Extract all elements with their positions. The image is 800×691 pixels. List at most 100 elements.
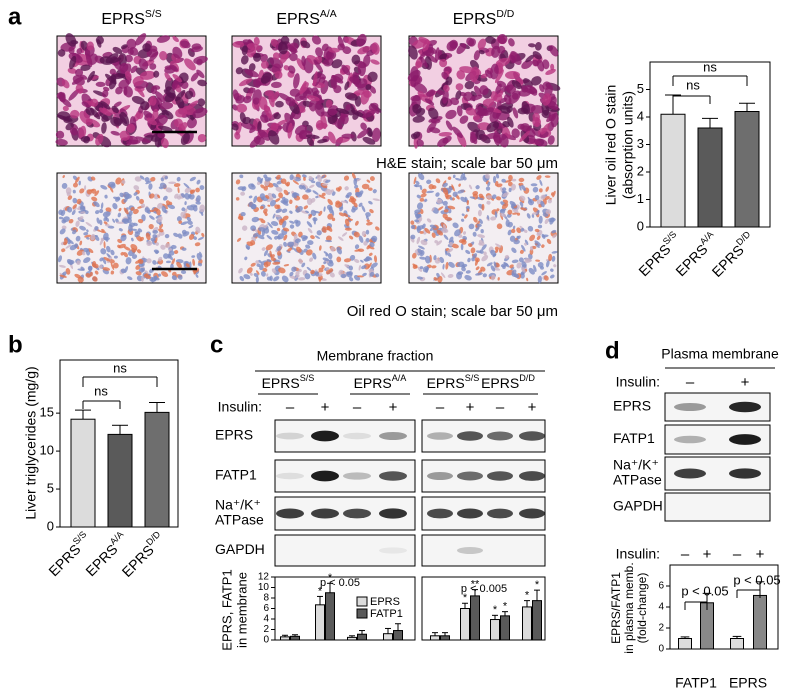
cell bbox=[320, 175, 326, 179]
cell bbox=[303, 176, 306, 181]
cell bbox=[321, 192, 326, 197]
cell bbox=[462, 231, 467, 235]
cell bbox=[122, 218, 128, 224]
micrograph bbox=[407, 34, 561, 149]
cell bbox=[241, 45, 248, 56]
y-tick-label: 6 bbox=[658, 581, 664, 592]
cell bbox=[271, 193, 277, 199]
cell bbox=[66, 258, 74, 265]
cell bbox=[490, 265, 496, 272]
cell bbox=[272, 261, 281, 265]
cell bbox=[153, 207, 159, 212]
cell bbox=[329, 272, 335, 278]
blot-title: Plasma membrane bbox=[661, 346, 779, 362]
cell bbox=[472, 253, 478, 259]
cell bbox=[190, 204, 198, 208]
cell bbox=[344, 186, 349, 191]
micrograph bbox=[55, 33, 208, 149]
cell bbox=[283, 264, 290, 267]
cell bbox=[165, 187, 173, 193]
cell bbox=[85, 222, 93, 227]
cell bbox=[61, 248, 66, 253]
cell bbox=[549, 274, 555, 279]
cell bbox=[310, 235, 315, 240]
band bbox=[427, 508, 453, 519]
cell bbox=[127, 276, 133, 281]
cell bbox=[413, 176, 417, 185]
cell bbox=[188, 193, 195, 200]
bar bbox=[460, 608, 470, 641]
cell bbox=[59, 274, 67, 278]
cell bbox=[438, 131, 453, 137]
cell bbox=[79, 225, 87, 231]
cell bbox=[274, 70, 283, 79]
cell bbox=[418, 245, 425, 250]
cell bbox=[419, 208, 424, 215]
cell bbox=[494, 211, 498, 218]
cell bbox=[424, 198, 428, 202]
cell bbox=[56, 92, 65, 100]
cell bbox=[325, 179, 331, 184]
cell bbox=[532, 112, 540, 122]
cell bbox=[328, 131, 336, 144]
cell bbox=[188, 225, 194, 229]
cell bbox=[126, 139, 141, 145]
cell bbox=[497, 34, 508, 44]
row-label: Na⁺/K⁺ bbox=[215, 497, 261, 513]
cell bbox=[253, 273, 259, 278]
band bbox=[311, 430, 339, 442]
band bbox=[276, 472, 304, 480]
row-label: EPRS bbox=[613, 398, 651, 414]
cell bbox=[186, 117, 197, 129]
cell bbox=[343, 212, 349, 218]
band bbox=[343, 472, 371, 480]
bar bbox=[753, 594, 767, 650]
cell bbox=[431, 265, 437, 269]
cell bbox=[475, 272, 483, 276]
cell bbox=[534, 194, 540, 201]
cell bbox=[195, 274, 199, 278]
cell bbox=[547, 199, 552, 204]
cell bbox=[511, 178, 517, 182]
cell bbox=[259, 193, 266, 199]
cell bbox=[86, 237, 90, 240]
cell bbox=[306, 137, 315, 147]
cell bbox=[135, 136, 151, 143]
cell bbox=[452, 126, 463, 139]
cell bbox=[236, 237, 242, 242]
cell bbox=[482, 273, 487, 278]
cell bbox=[510, 51, 522, 65]
legend-label: FATP1 bbox=[370, 608, 403, 620]
cell bbox=[475, 226, 480, 232]
cell bbox=[524, 242, 527, 246]
bar bbox=[383, 633, 393, 641]
cell bbox=[269, 275, 273, 282]
cell bbox=[107, 225, 115, 229]
cell bbox=[321, 227, 327, 233]
cell bbox=[282, 215, 289, 221]
cell bbox=[92, 276, 98, 282]
bar bbox=[315, 604, 325, 641]
cell bbox=[276, 119, 288, 127]
cell bbox=[57, 49, 66, 57]
cell bbox=[315, 47, 323, 57]
cell bbox=[445, 76, 453, 86]
cell bbox=[314, 235, 321, 239]
cell bbox=[444, 216, 453, 221]
cell bbox=[517, 107, 529, 115]
cell bbox=[102, 257, 107, 265]
cell bbox=[367, 262, 372, 269]
row-label: FATP1 bbox=[215, 467, 257, 483]
cell bbox=[78, 216, 84, 221]
cell bbox=[293, 233, 298, 239]
cell bbox=[412, 252, 417, 259]
cell bbox=[79, 240, 83, 246]
cell bbox=[176, 176, 181, 182]
cell bbox=[244, 69, 259, 78]
cell bbox=[269, 199, 276, 207]
cell bbox=[429, 224, 437, 229]
cell bbox=[461, 266, 466, 272]
cell bbox=[199, 185, 205, 190]
cell bbox=[447, 273, 454, 278]
cell bbox=[149, 63, 157, 70]
